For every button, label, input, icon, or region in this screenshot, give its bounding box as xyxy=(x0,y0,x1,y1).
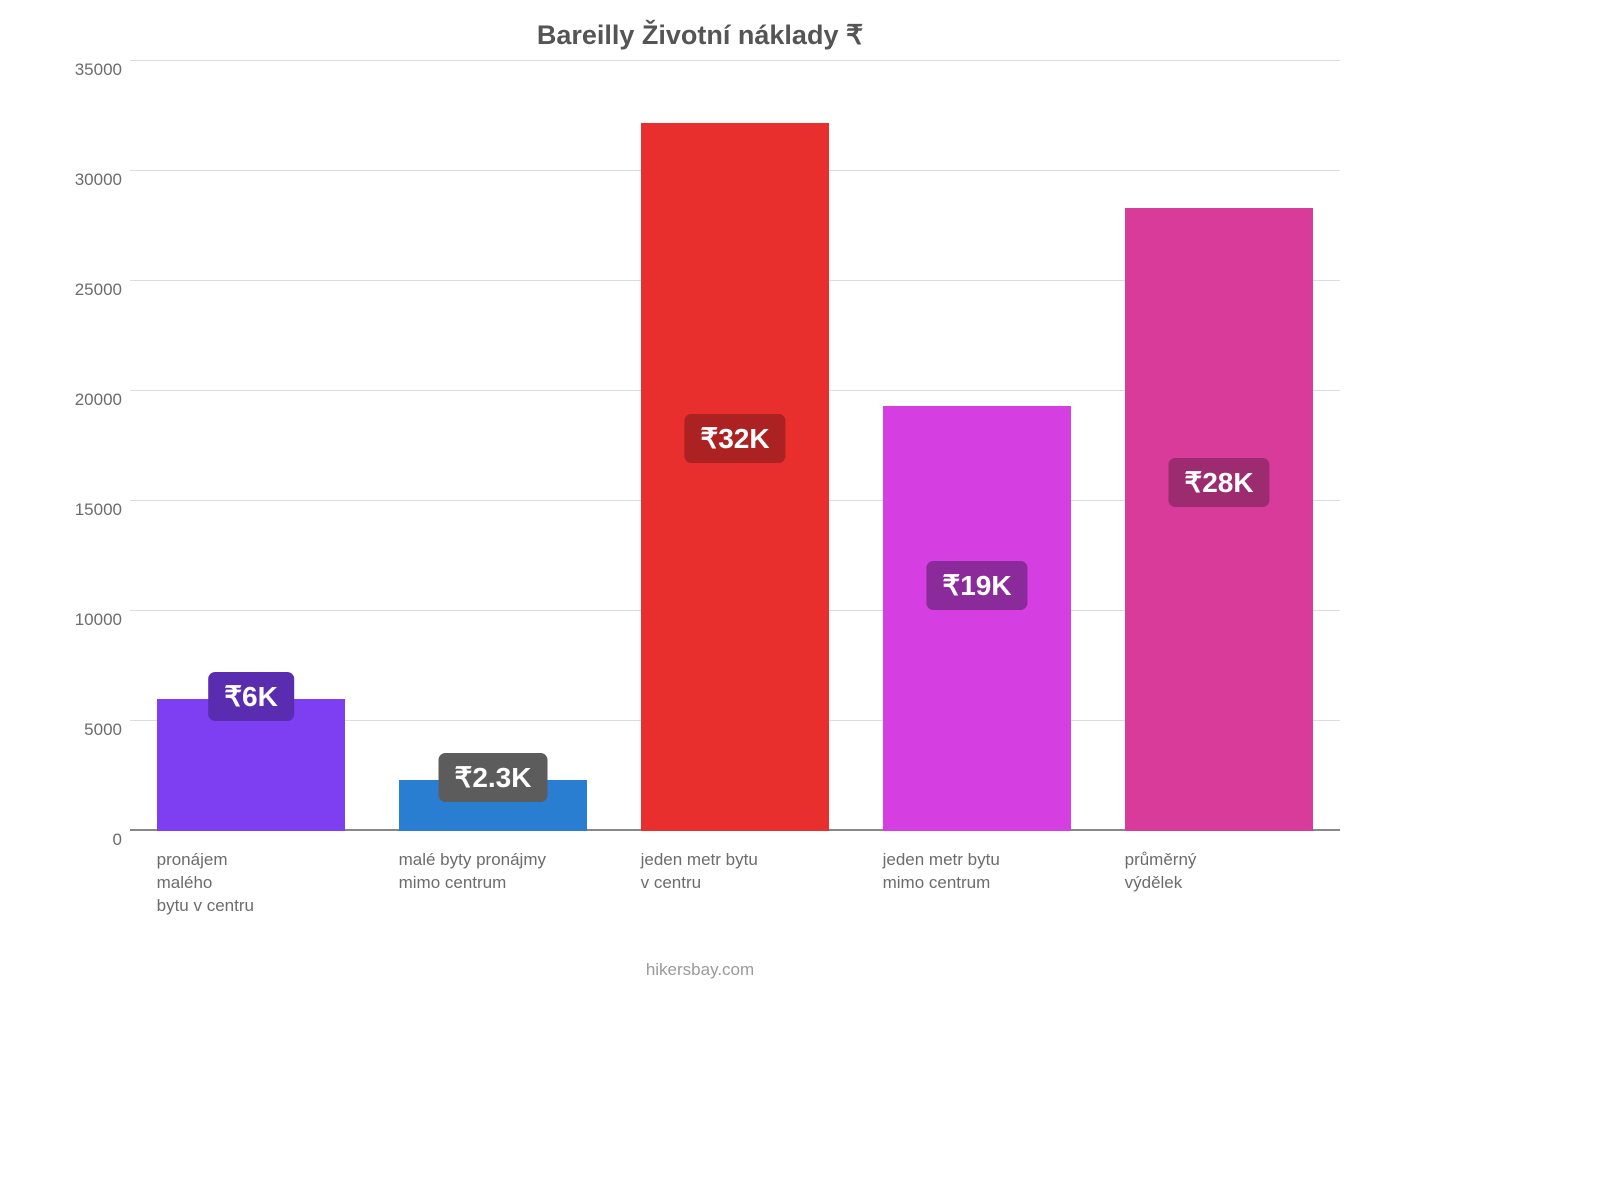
x-tick-label: jeden metr bytu mimo centrum xyxy=(883,849,1102,895)
credit-text: hikersbay.com xyxy=(60,960,1340,980)
y-axis: 05000100001500020000250003000035000 xyxy=(60,61,130,831)
x-tick-label: malé byty pronájmy mimo centrum xyxy=(399,849,618,895)
plot-area: 05000100001500020000250003000035000 ₹6K₹… xyxy=(60,61,1340,831)
y-tick-label: 25000 xyxy=(75,280,122,300)
bar xyxy=(883,406,1072,831)
value-badge: ₹2.3K xyxy=(439,753,548,802)
value-badge: ₹32K xyxy=(684,414,785,463)
x-tick-label: jeden metr bytu v centru xyxy=(641,849,860,895)
value-badge: ₹19K xyxy=(926,561,1027,610)
cost-of-living-chart: Bareilly Životní náklady ₹ 0 5000 10000 150… xyxy=(60,20,1340,1020)
y-tick-label: 35000 xyxy=(75,60,122,80)
x-tick-label: průměrný výdělek xyxy=(1125,849,1344,895)
y-tick-label: 10000 xyxy=(75,610,122,630)
value-badge: ₹6K xyxy=(208,672,294,721)
y-tick-label: 30000 xyxy=(75,170,122,190)
y-tick-label: 5000 xyxy=(84,720,122,740)
x-tick-label: pronájem malého bytu v centru xyxy=(157,849,376,918)
bars-container: ₹6K ₹2.3K ₹32K ₹19K ₹28K xyxy=(130,61,1340,831)
bar xyxy=(1125,208,1314,831)
y-tick-label: 20000 xyxy=(75,390,122,410)
bar xyxy=(641,123,830,831)
y-tick-label: 0 xyxy=(113,830,122,850)
y-tick-label: 15000 xyxy=(75,500,122,520)
value-badge: ₹28K xyxy=(1168,458,1269,507)
chart-title: Bareilly Životní náklady ₹ xyxy=(60,20,1340,51)
